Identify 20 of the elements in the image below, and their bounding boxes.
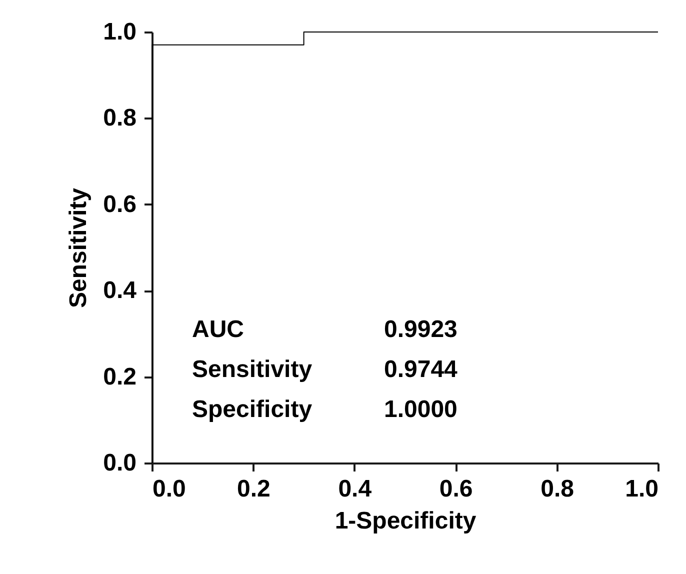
x-axis-title: 1-Specificity [334,508,477,534]
annotation: Sensitivity [192,356,313,383]
y-tick-label: 0.2 [103,363,136,390]
x-tick-label: 0.2 [237,476,270,502]
x-tick-label: 0.8 [540,476,574,502]
annotation: 0.9744 [384,356,458,383]
x-tick-label: 0.0 [152,476,186,502]
y-tick-label: 1.0 [103,18,136,46]
y-tick-label: 0.0 [103,450,136,476]
annotation: AUC [192,316,244,343]
x-tick-label: 0.6 [439,476,473,502]
y-tick-label: 0.8 [103,104,136,132]
annotation: 0.9923 [384,316,458,343]
y-tick-label: 0.6 [103,190,136,218]
x-tick-label: 1.0 [625,476,658,502]
annotation: 1.0000 [384,396,458,423]
y-tick-label: 0.4 [103,277,138,304]
x-tick-label: 0.4 [338,476,372,502]
annotation: Specificity [192,396,313,423]
y-axis-title: Sensitivity [65,187,92,308]
